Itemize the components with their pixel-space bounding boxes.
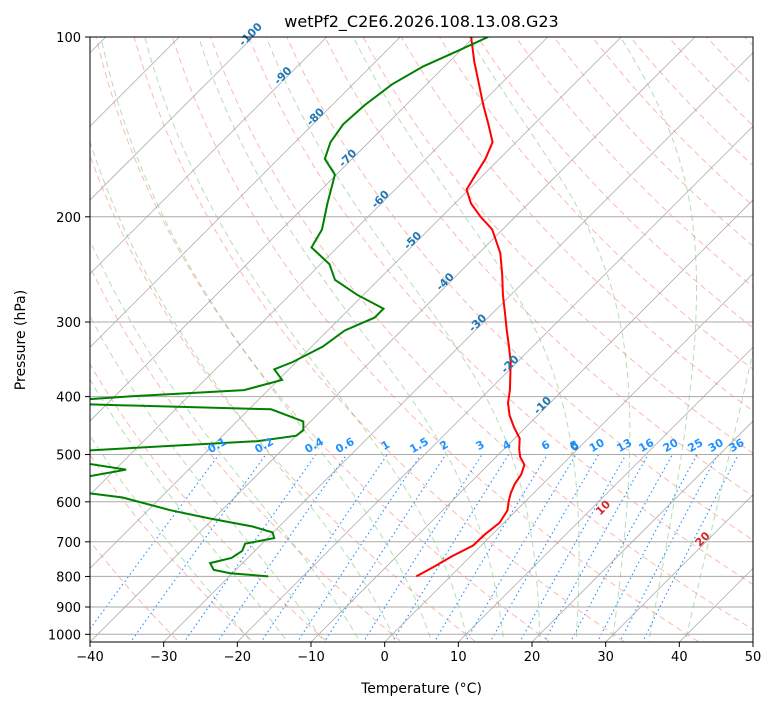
mixing-ratio-line [90, 454, 220, 630]
x-tick-label: 20 [524, 650, 541, 665]
mixing-ratio-line [619, 454, 719, 642]
dry-adiabat-line [324, 37, 753, 498]
isotherm-line [90, 37, 475, 422]
dry-adiabat-line [95, 37, 552, 642]
moist-adiabat-line [198, 37, 505, 642]
moist-adiabat-line [144, 37, 469, 642]
mixing-ratio-line [183, 454, 317, 642]
y-tick-label: 700 [56, 536, 81, 551]
chart-title: wetPf2_C2E6.2026.108.13.08.G23 [284, 12, 558, 32]
mixing-ratio-line [464, 454, 577, 642]
isotherm-line [163, 52, 753, 642]
dry-adiabat-line [286, 37, 753, 541]
x-tick-label: 10 [450, 650, 467, 665]
moist-adiabat-line [265, 37, 541, 642]
dewpoint-profile-line [90, 37, 489, 578]
y-tick-label: 500 [56, 449, 81, 464]
mixing-ratio-line [323, 454, 447, 642]
temperature-profile-line [415, 37, 526, 578]
dry-adiabat-line [90, 453, 254, 642]
x-tick-label: 0 [381, 650, 389, 665]
isotherm-line [90, 37, 622, 569]
grid-layer [90, 37, 753, 642]
y-tick-label: 400 [56, 391, 81, 406]
isotherm-line [236, 125, 753, 642]
x-tick-label: −40 [76, 650, 103, 665]
x-tick-label: −30 [150, 650, 177, 665]
axes-frame [89, 36, 754, 643]
dry-adiabat-line [210, 37, 753, 631]
y-tick-label: 200 [56, 211, 81, 226]
isotherm-line [90, 37, 254, 201]
moist-adiabat-line [90, 378, 289, 642]
moist-adiabat-line [90, 140, 397, 642]
dry-adiabat-line [248, 37, 753, 586]
mixing-ratio-line [296, 454, 422, 642]
moist-adiabat-line [353, 37, 580, 642]
y-tick-label: 300 [56, 316, 81, 331]
moist-adiabat-line [684, 348, 753, 642]
isotherm-line [90, 37, 327, 275]
isotherm-line [605, 494, 753, 642]
dry-adiabat-line [171, 37, 700, 642]
profile-layer [90, 37, 526, 578]
mixing-ratio-line [433, 454, 548, 642]
moist-adiabat-line [620, 37, 697, 642]
y-tick-label: 600 [56, 496, 81, 511]
isotherm-line [457, 346, 753, 642]
isotherm-line [384, 273, 753, 642]
dry-adiabat-line [133, 37, 626, 642]
moist-adiabat-line [90, 314, 325, 642]
x-tick-label: 40 [671, 650, 688, 665]
isotherm-line [310, 199, 753, 642]
dry-adiabat-line [90, 265, 403, 642]
mixing-ratio-line [641, 454, 739, 642]
moist-adiabat-line [90, 434, 252, 642]
y-tick-label: 900 [56, 601, 81, 616]
x-tick-label: −20 [224, 650, 251, 665]
x-tick-label: 50 [745, 650, 762, 665]
mixing-ratio-line [260, 454, 388, 642]
dry-adiabat-line [515, 37, 753, 288]
moist-adiabat-line [100, 37, 433, 642]
y-axis-ticks: 1000 900 800 700 600 500 400 300 200 100 [48, 31, 90, 643]
x-axis-label: Temperature (°C) [360, 681, 482, 697]
isotherm-line [531, 420, 753, 642]
y-tick-label: 100 [56, 31, 81, 46]
mixing-ratio-line [519, 454, 627, 642]
isotherm-line [90, 37, 401, 348]
x-tick-label: −10 [297, 650, 324, 665]
moist-adiabat-line [90, 239, 361, 642]
x-tick-label: 30 [597, 650, 614, 665]
mixing-ratio-line [216, 454, 348, 642]
mixing-ratio-line [362, 454, 483, 642]
y-axis-label: Pressure (hPa) [13, 290, 29, 390]
y-tick-label: 1000 [48, 628, 81, 643]
y-tick-label: 800 [56, 570, 81, 585]
isotherm-line [90, 37, 548, 496]
moist-adiabat-line [468, 37, 631, 642]
isotherm-line [90, 37, 696, 642]
x-axis-ticks: −40 −30 −20 −10 0 10 20 30 40 50 [76, 642, 761, 665]
